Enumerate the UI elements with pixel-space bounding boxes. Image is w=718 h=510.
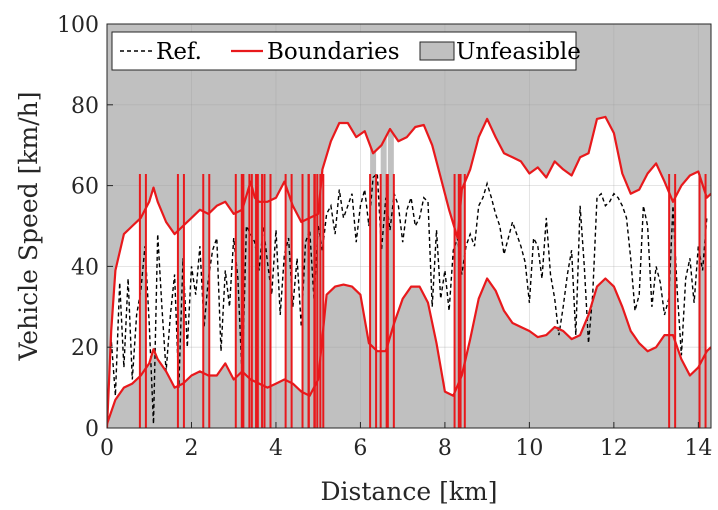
unfeasible-gap-8: [285, 24, 292, 428]
unfeasible-gap-9: [302, 24, 309, 428]
legend-swatch-unfeasible: [419, 41, 455, 61]
unfeasible-gap-15: [387, 24, 394, 428]
axes-box: [106, 23, 712, 429]
legend-label-0: Ref.: [156, 39, 202, 65]
x-tick-label-6: 12: [600, 436, 628, 461]
y-tick-label-1: 20: [71, 336, 99, 361]
series-reference: [107, 171, 708, 425]
legend-box: [111, 31, 577, 71]
x-tick-label-1: 2: [184, 436, 198, 461]
unfeasible-gap-0: [139, 24, 146, 428]
legend-label-1: Boundaries: [267, 39, 400, 65]
series-lower-boundary: [107, 277, 711, 425]
legend: Ref. Boundaries Unfeasible: [111, 31, 581, 71]
unfeasible-gap-3: [235, 24, 242, 428]
y-tick-label-5: 100: [57, 13, 99, 38]
y-tick-label-0: 0: [85, 417, 99, 442]
x-axis-label: Distance [km]: [320, 477, 497, 506]
y-tick-label-4: 80: [71, 94, 99, 119]
unfeasible-gap-6: [256, 24, 263, 428]
unfeasible-gap-13: [370, 24, 377, 428]
unfeasible-gap-4: [243, 24, 250, 428]
unfeasible-gap-5: [251, 24, 258, 428]
unfeasible-gap-1: [177, 24, 184, 428]
x-tick-label-4: 8: [438, 436, 452, 461]
x-tick-label-7: 14: [684, 436, 712, 461]
x-tick-label-5: 10: [515, 436, 543, 461]
x-tick-label-0: 0: [100, 436, 114, 461]
unfeasible-gap-10: [308, 24, 315, 428]
x-tick-label-2: 4: [269, 436, 283, 461]
plot-area: [106, 23, 711, 429]
unfeasible-gap-18: [669, 24, 676, 428]
series-upper-boundary: [107, 115, 711, 428]
y-tick-label-2: 40: [71, 255, 99, 280]
legend-label-2: Unfeasible: [456, 39, 581, 65]
unfeasible-gap-7: [264, 24, 271, 428]
axes: 0 2 4 6 8 10 12 14 0 20 40 60 80 100 Distance [km] Vehi…: [14, 13, 712, 506]
y-tick-label-3: 60: [71, 175, 99, 200]
unfeasible-gap-19: [699, 24, 706, 428]
x-tick-label-3: 6: [353, 436, 367, 461]
unfeasible-gap-2: [203, 24, 210, 428]
unfeasible-gap-17: [458, 24, 465, 428]
y-axis-label: Vehicle Speed [km/h]: [14, 92, 43, 362]
